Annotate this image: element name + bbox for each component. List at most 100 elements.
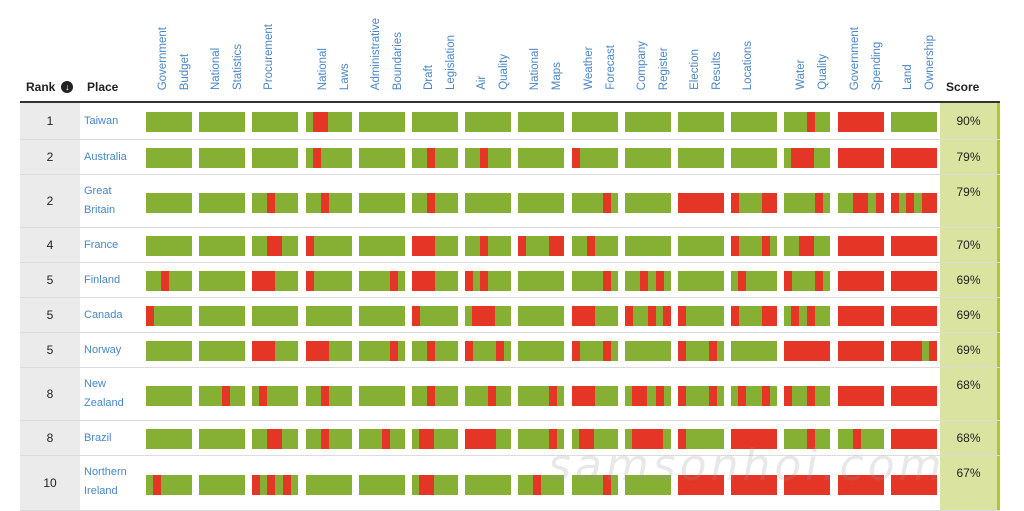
place-link[interactable]: Finland <box>84 271 144 290</box>
status-bar-national-maps[interactable] <box>518 111 565 132</box>
status-bar-weather-forecast[interactable] <box>571 305 618 326</box>
status-bar-government-spending[interactable] <box>837 235 884 256</box>
status-bar-draft-legislation[interactable] <box>412 111 458 132</box>
status-bar-national-maps[interactable] <box>518 428 565 449</box>
status-bar-locations[interactable] <box>731 305 778 326</box>
status-bar-air-quality[interactable] <box>465 235 512 256</box>
status-bar-administrative-boundaries[interactable] <box>358 340 405 361</box>
column-header-draft-legislation[interactable]: Draft Legislation <box>418 4 466 90</box>
status-bar-weather-forecast[interactable] <box>571 111 618 132</box>
status-bar-government-budget[interactable] <box>146 428 192 449</box>
status-bar-government-spending[interactable] <box>837 147 884 168</box>
status-bar-government-spending[interactable] <box>837 428 884 449</box>
status-bar-election-results[interactable] <box>678 192 724 213</box>
status-bar-air-quality[interactable] <box>465 474 512 495</box>
status-bar-weather-forecast[interactable] <box>571 235 618 256</box>
column-header-weather-forecast[interactable]: Weather Forecast <box>578 4 626 90</box>
status-bar-national-maps[interactable] <box>518 192 565 213</box>
status-bar-government-spending[interactable] <box>837 385 884 406</box>
status-bar-government-spending[interactable] <box>837 305 884 326</box>
status-bar-land-ownership[interactable] <box>890 235 937 256</box>
status-bar-company-register[interactable] <box>624 474 671 495</box>
status-bar-election-results[interactable] <box>678 474 724 495</box>
status-bar-procurement[interactable] <box>252 305 299 326</box>
column-header-procurement[interactable]: Procurement <box>258 4 306 90</box>
status-bar-national-laws[interactable] <box>305 235 352 256</box>
status-bar-weather-forecast[interactable] <box>571 428 618 449</box>
status-bar-air-quality[interactable] <box>465 111 512 132</box>
status-bar-water-quality[interactable] <box>784 385 831 406</box>
status-bar-locations[interactable] <box>731 111 778 132</box>
status-bar-procurement[interactable] <box>252 192 299 213</box>
status-bar-air-quality[interactable] <box>465 340 512 361</box>
status-bar-administrative-boundaries[interactable] <box>358 428 405 449</box>
status-bar-government-budget[interactable] <box>146 385 192 406</box>
status-bar-air-quality[interactable] <box>465 385 512 406</box>
column-header-government-spending[interactable]: Government Spending <box>844 4 892 90</box>
status-bar-air-quality[interactable] <box>465 270 512 291</box>
status-bar-draft-legislation[interactable] <box>412 270 458 291</box>
status-bar-national-statistics[interactable] <box>199 428 246 449</box>
status-bar-locations[interactable] <box>731 428 778 449</box>
status-bar-procurement[interactable] <box>252 474 299 495</box>
status-bar-air-quality[interactable] <box>465 428 512 449</box>
status-bar-company-register[interactable] <box>624 305 671 326</box>
status-bar-election-results[interactable] <box>678 428 724 449</box>
status-bar-water-quality[interactable] <box>784 235 831 256</box>
status-bar-national-laws[interactable] <box>305 340 352 361</box>
status-bar-land-ownership[interactable] <box>890 474 937 495</box>
place-link[interactable]: Norway <box>84 341 144 360</box>
status-bar-election-results[interactable] <box>678 270 724 291</box>
status-bar-draft-legislation[interactable] <box>412 340 458 361</box>
status-bar-government-spending[interactable] <box>837 111 884 132</box>
status-bar-national-maps[interactable] <box>518 474 565 495</box>
status-bar-election-results[interactable] <box>678 385 724 406</box>
status-bar-national-maps[interactable] <box>518 270 565 291</box>
status-bar-national-maps[interactable] <box>518 305 565 326</box>
status-bar-draft-legislation[interactable] <box>412 474 458 495</box>
status-bar-national-statistics[interactable] <box>199 385 246 406</box>
status-bar-government-budget[interactable] <box>146 111 192 132</box>
status-bar-government-spending[interactable] <box>837 340 884 361</box>
status-bar-national-maps[interactable] <box>518 340 565 361</box>
status-bar-national-maps[interactable] <box>518 147 565 168</box>
status-bar-company-register[interactable] <box>624 192 671 213</box>
status-bar-administrative-boundaries[interactable] <box>358 111 405 132</box>
status-bar-draft-legislation[interactable] <box>412 192 458 213</box>
status-bar-weather-forecast[interactable] <box>571 147 618 168</box>
status-bar-national-laws[interactable] <box>305 147 352 168</box>
status-bar-draft-legislation[interactable] <box>412 147 458 168</box>
status-bar-air-quality[interactable] <box>465 305 512 326</box>
status-bar-election-results[interactable] <box>678 147 724 168</box>
status-bar-national-statistics[interactable] <box>199 305 246 326</box>
status-bar-national-statistics[interactable] <box>199 111 246 132</box>
status-bar-locations[interactable] <box>731 192 778 213</box>
column-header-water-quality[interactable]: Water Quality <box>790 4 838 90</box>
status-bar-locations[interactable] <box>731 235 778 256</box>
status-bar-water-quality[interactable] <box>784 474 831 495</box>
place-link[interactable]: Great Britain <box>84 182 144 220</box>
place-link[interactable]: Brazil <box>84 429 144 448</box>
status-bar-national-statistics[interactable] <box>199 474 246 495</box>
place-link[interactable]: Northern Ireland <box>84 463 144 501</box>
status-bar-water-quality[interactable] <box>784 147 831 168</box>
status-bar-national-statistics[interactable] <box>199 270 246 291</box>
status-bar-water-quality[interactable] <box>784 192 831 213</box>
status-bar-land-ownership[interactable] <box>890 305 937 326</box>
status-bar-procurement[interactable] <box>252 111 299 132</box>
status-bar-government-budget[interactable] <box>146 192 192 213</box>
status-bar-draft-legislation[interactable] <box>412 385 458 406</box>
status-bar-national-statistics[interactable] <box>199 192 246 213</box>
status-bar-company-register[interactable] <box>624 428 671 449</box>
column-header-government-budget[interactable]: Government Budget <box>152 4 200 90</box>
status-bar-government-budget[interactable] <box>146 340 192 361</box>
status-bar-weather-forecast[interactable] <box>571 270 618 291</box>
status-bar-company-register[interactable] <box>624 270 671 291</box>
status-bar-water-quality[interactable] <box>784 305 831 326</box>
status-bar-company-register[interactable] <box>624 340 671 361</box>
status-bar-air-quality[interactable] <box>465 192 512 213</box>
status-bar-locations[interactable] <box>731 147 778 168</box>
status-bar-administrative-boundaries[interactable] <box>358 474 405 495</box>
place-link[interactable]: New Zealand <box>84 375 144 413</box>
status-bar-locations[interactable] <box>731 270 778 291</box>
